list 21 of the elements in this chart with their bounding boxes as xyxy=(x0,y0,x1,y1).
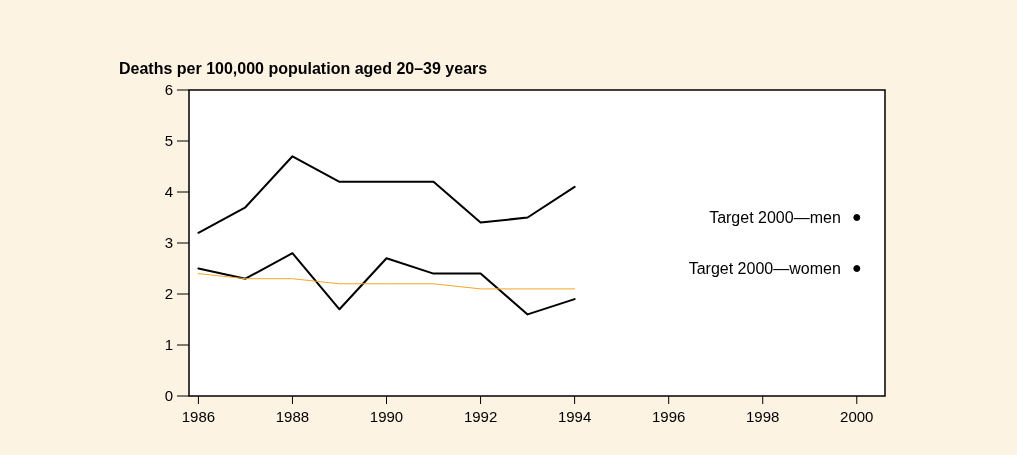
x-tick-label: 1994 xyxy=(557,408,592,425)
chart-title: Deaths per 100,000 population aged 20–39 years xyxy=(119,60,488,77)
series-label: Target 2000—men xyxy=(709,209,841,227)
y-tick-label: 3 xyxy=(164,234,173,252)
line-series xyxy=(197,252,576,316)
y-tick-label: 4 xyxy=(164,183,173,201)
x-tick-label: 1992 xyxy=(463,408,498,425)
x-tick-label: 1990 xyxy=(369,408,404,425)
y-tick-label: 5 xyxy=(164,132,173,150)
y-tick-label: 0 xyxy=(164,387,173,405)
y-tick-label: 6 xyxy=(164,81,173,99)
line-series xyxy=(197,155,576,234)
x-tick-label: 2000 xyxy=(840,408,874,425)
series-label: Target 2000—women xyxy=(688,260,841,278)
x-tick-label: 1996 xyxy=(651,408,686,425)
x-tick-label: 1998 xyxy=(746,408,780,425)
y-tick-label: 2 xyxy=(164,285,173,303)
y-tick-label: 1 xyxy=(164,336,173,354)
line-series xyxy=(197,273,576,290)
x-tick-label: 1988 xyxy=(275,408,310,425)
x-tick-label: 1986 xyxy=(181,408,216,425)
